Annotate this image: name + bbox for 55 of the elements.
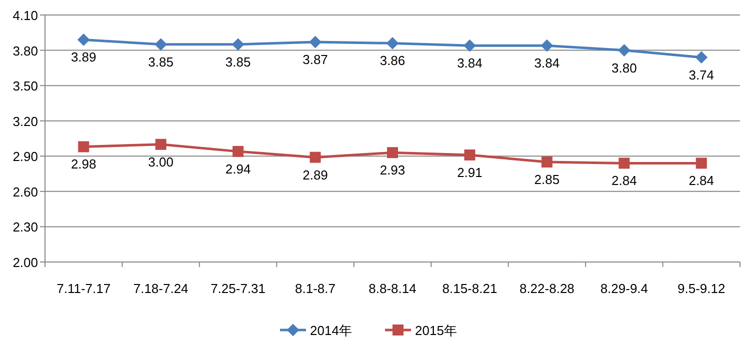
- x-tick-label: 8.22-8.28: [519, 281, 574, 296]
- point: [78, 141, 90, 152]
- x-tick-label: 8.15-8.21: [442, 281, 498, 296]
- point: [387, 147, 398, 158]
- point: [78, 34, 90, 46]
- x-tick-label: 7.25-7.31: [210, 281, 266, 296]
- data-label: 3.74: [688, 67, 714, 82]
- data-label: 3.84: [534, 56, 560, 71]
- point: [696, 158, 707, 169]
- point: [695, 51, 708, 64]
- data-label: 2.91: [457, 164, 482, 180]
- data-label: 2.98: [70, 156, 96, 172]
- y-tick-label: 2.90: [12, 149, 38, 164]
- point: [154, 38, 167, 50]
- point: [155, 138, 166, 150]
- x-tick-label: 7.11-7.17: [56, 281, 111, 296]
- point: [541, 156, 552, 168]
- point: [309, 36, 322, 48]
- point: [540, 40, 553, 52]
- data-label: 3.86: [380, 53, 406, 68]
- data-label: 2.94: [225, 161, 251, 176]
- y-tick-label: 4.10: [12, 8, 38, 23]
- data-label: 3.87: [302, 52, 328, 68]
- y-tick-label: 2.00: [12, 255, 38, 270]
- x-tick-label: 9.5-9.12: [678, 281, 726, 296]
- y-tick-label: 2.30: [12, 220, 38, 235]
- data-label: 2.89: [302, 167, 328, 182]
- y-tick-label: 2.60: [12, 184, 38, 200]
- y-tick-label: 3.80: [12, 43, 38, 58]
- data-label: 2.85: [534, 172, 560, 188]
- data-label: 3.85: [148, 54, 174, 70]
- legend-label: 2014年: [310, 323, 352, 338]
- x-tick-label: 8.1-8.7: [295, 281, 336, 296]
- point: [386, 37, 398, 50]
- point: [618, 44, 630, 56]
- data-label: 3.00: [148, 154, 174, 170]
- data-label: 2.93: [380, 162, 406, 178]
- point: [232, 146, 244, 157]
- x-tick-label: 8.8-8.14: [368, 281, 416, 296]
- point: [232, 38, 244, 50]
- data-label: 2.84: [612, 173, 637, 188]
- point: [464, 149, 476, 160]
- data-label: 2.84: [688, 173, 714, 188]
- data-label: 3.80: [612, 60, 637, 76]
- point: [310, 152, 321, 163]
- data-label: 3.89: [70, 50, 96, 65]
- x-tick-label: 8.29-9.4: [600, 281, 648, 296]
- data-label: 3.85: [225, 54, 251, 70]
- data-label: 3.84: [457, 56, 482, 71]
- y-tick-label: 3.50: [12, 78, 38, 94]
- legend-label: 2015年: [415, 323, 457, 338]
- x-tick-label: 7.18-7.24: [133, 281, 188, 296]
- point: [618, 158, 630, 169]
- point: [464, 40, 476, 52]
- y-tick-label: 3.20: [12, 114, 38, 129]
